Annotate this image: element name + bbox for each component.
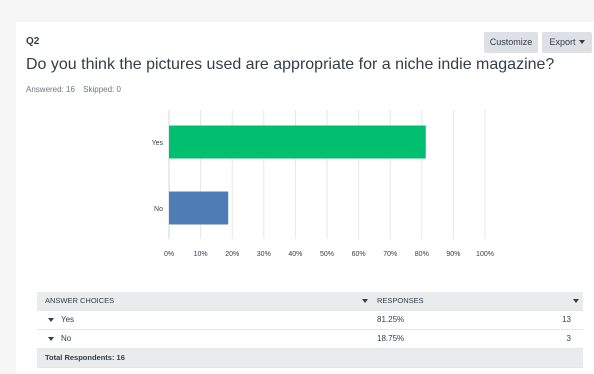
x-tick-label: 90% (446, 251, 460, 258)
chevron-down-icon (578, 40, 585, 44)
question-card: Q2 Customize Export Do you think the pic… (16, 22, 594, 374)
export-label: Export (549, 37, 576, 47)
expand-icon[interactable] (48, 318, 54, 322)
table-row[interactable]: Yes 81.25% 13 (37, 311, 583, 330)
sort-responses-icon[interactable] (573, 299, 579, 303)
bar-chart: Yes No 0% 10% 20% 30% 40% 50% 60% 70% 80% 90% 100% (152, 110, 494, 258)
chart-bars (169, 125, 426, 225)
total-respondents: Total Respondents: 16 (45, 353, 125, 362)
category-label: No (154, 206, 163, 213)
response-percent: 81.25% (377, 315, 405, 324)
table-row[interactable]: No 18.75% 3 (37, 330, 583, 349)
responses-header[interactable]: RESPONSES (377, 296, 424, 305)
x-tick-label: 70% (383, 251, 397, 258)
choice-label: Yes (61, 315, 75, 324)
answered-count: Answered: 16 (26, 85, 75, 94)
export-button[interactable]: Export (542, 32, 592, 53)
responses-table: ANSWER CHOICES RESPONSES Yes 81.25% 13 N… (37, 292, 583, 368)
choice-label: No (61, 334, 72, 343)
response-stats: Answered: 16 Skipped: 0 (26, 85, 127, 94)
category-labels: Yes No (152, 140, 164, 213)
x-tick-label: 100% (476, 251, 494, 258)
x-tick-label: 30% (257, 251, 271, 258)
table-header-row: ANSWER CHOICES RESPONSES (37, 292, 583, 311)
customize-button[interactable]: Customize (484, 32, 538, 53)
response-percent: 18.75% (377, 334, 405, 343)
response-count: 3 (566, 334, 571, 343)
sort-choices-icon[interactable] (362, 299, 368, 303)
x-tick-label: 40% (288, 251, 302, 258)
x-tick-label: 50% (320, 251, 334, 258)
response-count: 13 (562, 315, 571, 324)
table-footer-row: Total Respondents: 16 (37, 349, 583, 368)
bar-no[interactable] (169, 191, 229, 225)
x-tick-labels: 0% 10% 20% 30% 40% 50% 60% 70% 80% 90% 100% (164, 251, 494, 258)
expand-icon[interactable] (48, 337, 54, 341)
x-tick-label: 60% (352, 251, 366, 258)
x-tick-label: 20% (225, 251, 239, 258)
x-tick-label: 80% (415, 251, 429, 258)
question-title: Do you think the pictures used are appro… (26, 56, 555, 73)
bar-yes[interactable] (169, 125, 426, 159)
x-tick-label: 0% (164, 251, 174, 258)
category-label: Yes (152, 140, 164, 147)
question-number: Q2 (26, 36, 40, 47)
answer-choices-header[interactable]: ANSWER CHOICES (45, 296, 115, 305)
skipped-count: Skipped: 0 (83, 85, 121, 94)
x-tick-label: 10% (194, 251, 208, 258)
